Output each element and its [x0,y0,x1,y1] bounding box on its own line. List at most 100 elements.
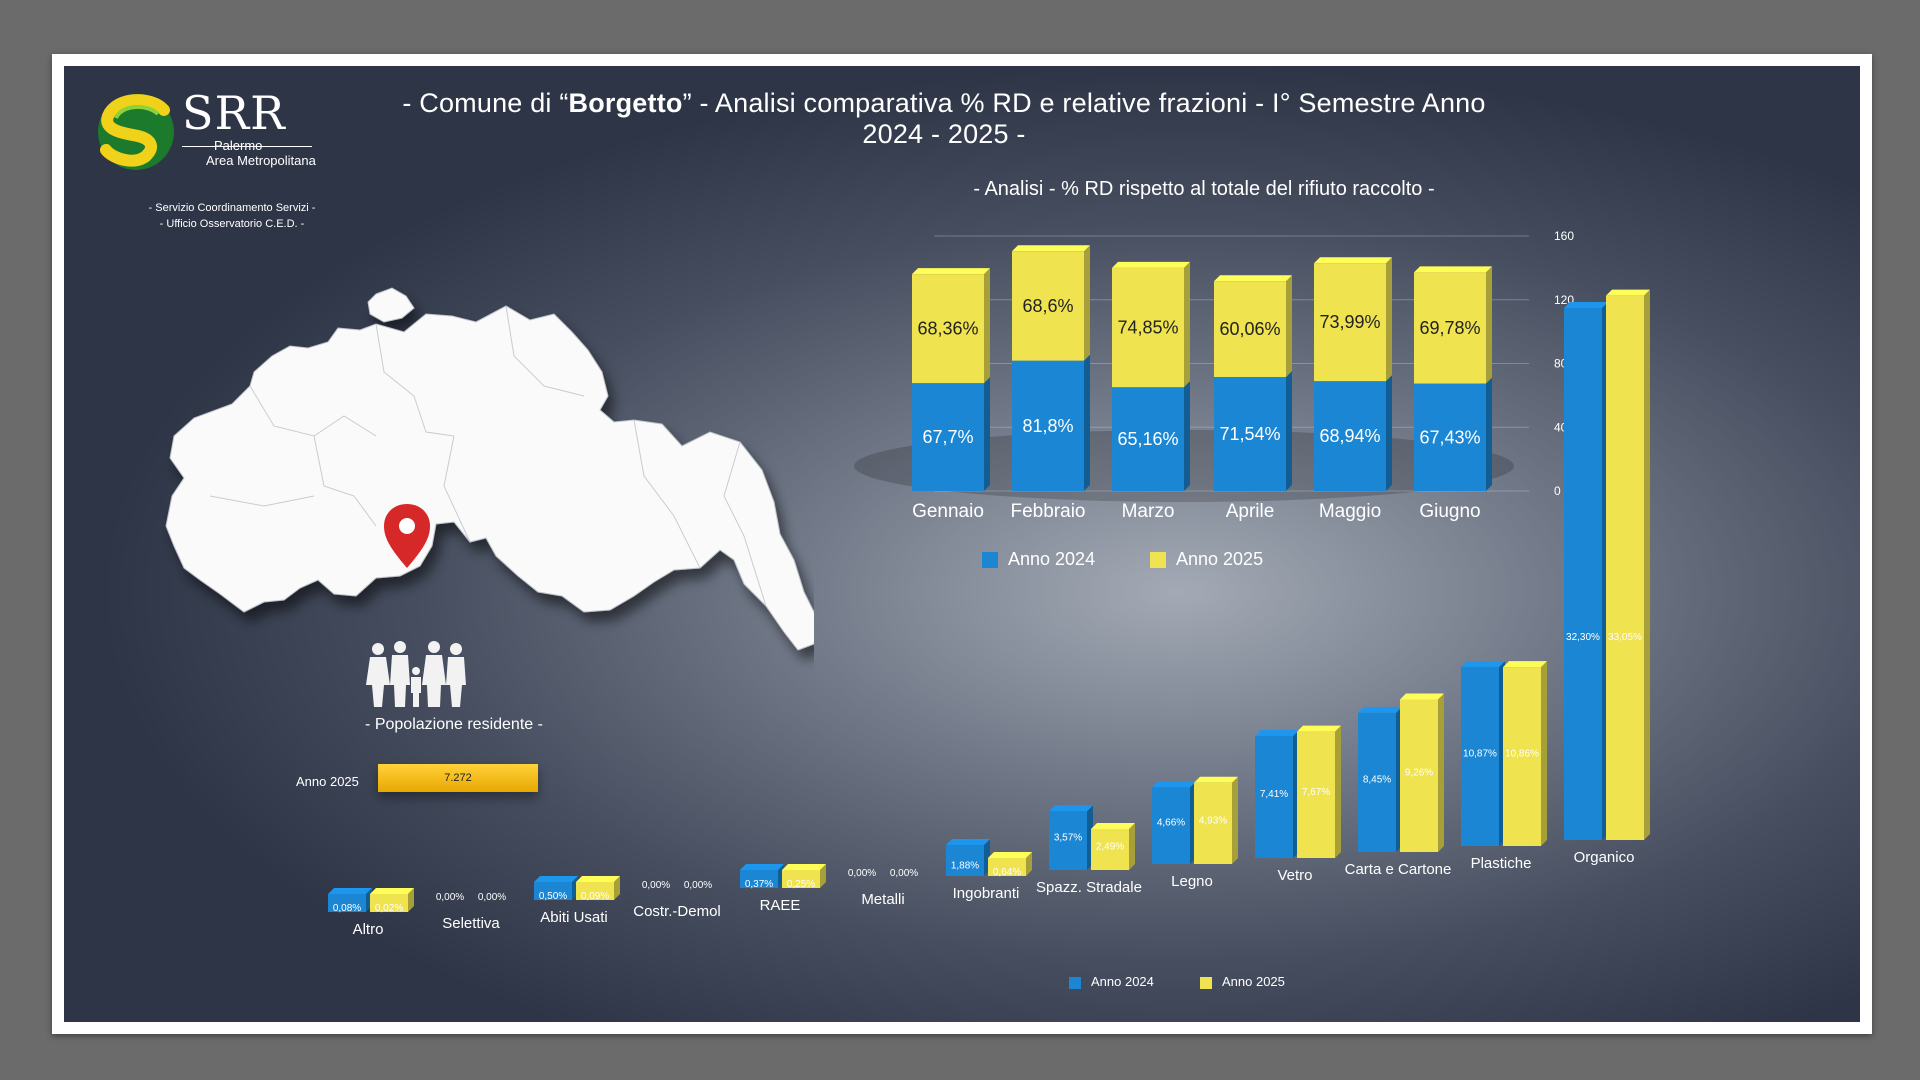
bar-2024-febbraio [1012,354,1090,491]
fraction-data-label: 7,67% [1302,787,1330,798]
fraction-data-label: 1,88% [951,861,979,872]
data-label-2025: 73,99% [1319,312,1380,332]
population-label: - Popolazione residente - [365,716,543,733]
y-tick-label: 0 [1554,484,1561,498]
office-label: - Ufficio Osservatorio C.E.D. - [159,218,305,230]
fraction-bar-2024 [1461,660,1505,846]
fraction-data-label: 0,00% [478,892,506,903]
fraction-category-label: RAEE [760,897,801,914]
data-label-2025: 74,85% [1117,318,1178,338]
fraction-bar-2025 [988,852,1032,876]
fraction-bar-2024 [328,888,372,912]
fraction-category-label: Legno [1171,873,1213,890]
fraction-bar-2025 [1297,725,1341,858]
fraction-category-label: Altro [353,921,384,938]
fraction-bar-2025 [1091,822,1135,870]
fraction-category-label: Organico [1574,849,1635,866]
fraction-data-label: 0,25% [787,879,815,890]
main-region [165,305,814,651]
fraction-bar-2025 [1194,776,1238,864]
fraction-category-label: Ingobranti [953,885,1020,902]
page-title: - Comune di “Borgetto” - Analisi compara… [402,88,1486,149]
bar-2025-maggio [1314,257,1392,382]
x-tick-label: Giugno [1419,501,1480,522]
fraction-data-label: 8,45% [1363,774,1391,785]
fraction-category-label: Costr.-Demol [633,903,721,920]
x-tick-label: Gennaio [912,501,984,522]
fraction-bar-2025 [1503,661,1547,846]
fraction-data-label: 9,26% [1405,768,1433,779]
data-label-2024: 67,43% [1419,427,1480,447]
monthly-legend-2024: Anno 2024 [982,549,1095,570]
bar-2025-aprile [1214,275,1292,377]
fraction-category-label: Metalli [861,891,904,908]
x-tick-label: Febbraio [1011,501,1086,522]
island-region [367,287,415,323]
bar-2025-marzo [1112,261,1190,388]
fraction-data-label: 32,30% [1566,632,1600,643]
fraction-category-label: Abiti Usati [540,909,608,926]
fraction-bar-2025 [1400,693,1444,852]
data-label-2025: 69,78% [1419,318,1480,338]
fraction-data-label: 10,87% [1463,748,1497,759]
data-label-2024: 67,7% [922,427,973,447]
fractions-legend-2024: Anno 2024 [1069,974,1154,989]
logo-area: Area Metropolitana [206,153,316,168]
fraction-data-label: 0,00% [890,868,918,879]
bar-2024-maggio [1314,375,1392,491]
fraction-bar-2025 [1606,289,1650,840]
family-icon [366,641,466,707]
y-tick-label: 160 [1554,229,1574,243]
monthly-rd-chart: 0408012016067,7%68,36%Gennaio81,8%68,6%F… [854,229,1574,522]
bar-2025-giugno [1414,266,1492,384]
monthly-chart-title: - Analisi - % RD rispetto al totale del … [973,178,1435,200]
fraction-data-label: 0,09% [581,891,609,902]
data-label-2025: 60,06% [1219,319,1280,339]
service-label: - Servizio Coordinamento Servizi - [148,202,316,214]
fraction-category-label: Selettiva [442,915,500,932]
fraction-bar-2024 [740,864,784,888]
bar-2024-aprile [1214,370,1292,491]
infographic-panel: - Comune di “Borgetto” - Analisi compara… [64,66,1860,1022]
logo-divider [182,146,312,147]
data-label-2024: 81,8% [1022,416,1073,436]
bar-2025-febbraio [1012,245,1090,361]
fractions-legend-2025: Anno 2025 [1200,974,1285,989]
fraction-category-label: Spazz. Stradale [1036,879,1142,896]
fraction-data-label: 4,93% [1199,815,1227,826]
fractions-chart: 0,08% 0,02% Altro 0,00% 0,00% Selettiva 0,50% 0… [328,289,1650,938]
fraction-data-label: 10,86% [1505,749,1539,760]
fraction-category-label: Plastiche [1471,855,1532,872]
logo-title: SRR [182,86,286,140]
fraction-category-label: Vetro [1277,867,1312,884]
fraction-bar-2024 [1049,805,1093,870]
srr-logo: SRR Palermo Area Metropolitana [94,86,334,196]
data-label-2025: 68,36% [917,319,978,339]
x-tick-label: Marzo [1122,501,1175,522]
fraction-data-label: 0,37% [745,879,773,890]
bar-2025-gennaio [912,268,990,384]
x-tick-label: Aprile [1226,501,1275,522]
fraction-data-label: 0,08% [333,903,361,914]
fraction-data-label: 0,64% [993,867,1021,878]
fraction-data-label: 7,41% [1260,789,1288,800]
x-tick-label: Maggio [1319,501,1381,522]
fraction-data-label: 0,00% [848,868,876,879]
fraction-bar-2024 [1255,729,1299,858]
fraction-bar-2024 [1564,302,1608,840]
fraction-data-label: 33,05% [1608,632,1642,643]
population-value: 7.272 [444,772,472,784]
fraction-data-label: 0,00% [436,892,464,903]
fraction-bar-2024 [1358,706,1402,852]
fraction-category-label: Carta e Cartone [1345,861,1452,878]
population-bar [378,764,538,792]
monthly-legend-2025: Anno 2025 [1150,549,1263,570]
territory-map [165,287,814,651]
data-label-2024: 68,94% [1319,426,1380,446]
logo-emblem-icon [98,94,174,170]
fraction-bar-2025 [370,888,414,912]
fraction-data-label: 0,00% [684,880,712,891]
location-pin-icon [384,504,430,568]
fraction-bar-2024 [534,876,578,900]
logo-city: Palermo [214,138,263,153]
